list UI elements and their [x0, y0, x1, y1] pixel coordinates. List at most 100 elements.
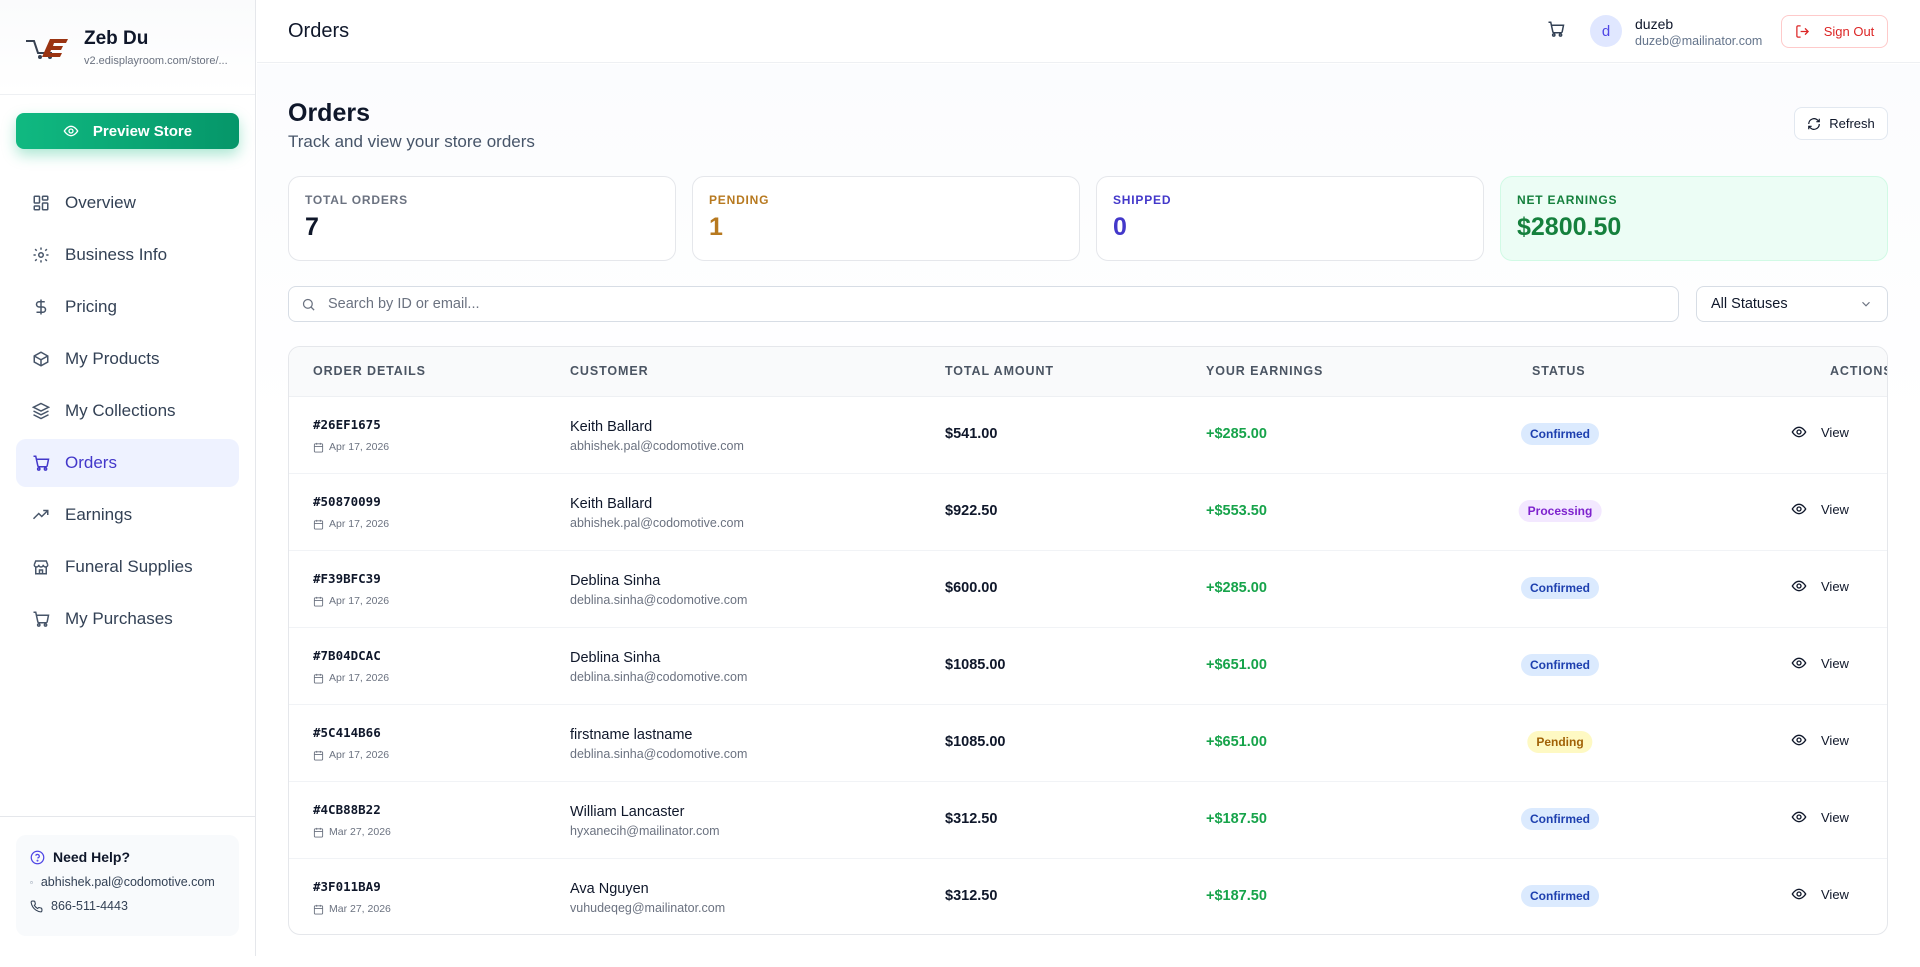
customer-email: abhishek.pal@codomotive.com: [570, 439, 744, 453]
table-header: ORDER DETAILS CUSTOMER TOTAL AMOUNT YOUR…: [289, 347, 1887, 397]
cart-icon: [1548, 21, 1565, 37]
sign-out-button[interactable]: Sign Out: [1781, 15, 1888, 48]
sign-out-label: Sign Out: [1823, 24, 1875, 39]
order-date-text: Apr 17, 2026: [329, 749, 390, 761]
sidebar-item-pricing[interactable]: Pricing: [16, 283, 239, 331]
stat-shipped: SHIPPED 0: [1096, 176, 1484, 261]
sidebar-item-earnings[interactable]: Earnings: [16, 491, 239, 539]
sidebar-nav: Overview Business Info Pricing My Produc…: [16, 179, 239, 647]
order-date: Apr 17, 2026: [313, 441, 389, 453]
stat-pending: PENDING 1: [692, 176, 1080, 261]
sidebar-item-my-purchases[interactable]: My Purchases: [16, 595, 239, 643]
customer-name: Ava Nguyen: [570, 881, 649, 897]
view-label: View: [1821, 424, 1849, 440]
total-amount: $541.00: [945, 426, 998, 442]
customer-name: Deblina Sinha: [570, 650, 661, 666]
brand-logo-icon: [26, 39, 68, 59]
help-phone-line[interactable]: 866-511-4443: [30, 899, 225, 913]
your-earnings: +$553.50: [1206, 503, 1267, 519]
chevron-down-icon: [1862, 301, 1870, 307]
table-row: #3F011BA9 Mar 27, 2026 Ava Nguyen vuhudeqeg…: [289, 859, 1887, 934]
avatar[interactable]: d: [1590, 15, 1622, 47]
order-id: #7B04DCAC: [313, 648, 381, 663]
order-date-text: Apr 17, 2026: [329, 441, 390, 453]
order-date: Mar 27, 2026: [313, 826, 391, 838]
layers-icon: [31, 401, 51, 421]
your-earnings: +$285.00: [1206, 426, 1267, 442]
eye-icon: [1791, 888, 1807, 900]
refresh-label: Refresh: [1829, 116, 1875, 131]
search-box: [288, 286, 1679, 322]
eye-icon: [1791, 426, 1807, 438]
help-title: Need Help?: [30, 849, 225, 865]
view-label: View: [1821, 655, 1849, 671]
your-earnings: +$651.00: [1206, 734, 1267, 750]
status-filter-select[interactable]: All Statuses: [1696, 286, 1888, 322]
view-order-button[interactable]: View: [1791, 809, 1849, 825]
order-id: #5C414B66: [313, 725, 381, 740]
customer-email: hyxanecih@mailinator.com: [570, 824, 720, 838]
sidebar-item-overview[interactable]: Overview: [16, 179, 239, 227]
sidebar-item-label: Overview: [65, 193, 136, 212]
stat-value: 7: [305, 213, 319, 241]
table-row: #7B04DCAC Apr 17, 2026 Deblina Sinha deblin…: [289, 628, 1887, 705]
main-content: Orders Track and view your store orders …: [257, 64, 1920, 967]
sidebar-item-label: My Purchases: [65, 609, 173, 628]
mail-icon: ▫: [30, 877, 33, 887]
customer-name: Keith Ballard: [570, 419, 653, 435]
total-amount: $1085.00: [945, 657, 1006, 673]
view-order-button[interactable]: View: [1791, 501, 1849, 517]
your-earnings: +$285.00: [1206, 580, 1267, 596]
sidebar-item-my-products[interactable]: My Products: [16, 335, 239, 383]
preview-store-button[interactable]: Preview Store: [16, 113, 239, 149]
refresh-button[interactable]: Refresh: [1794, 107, 1888, 140]
cart-button[interactable]: [1547, 20, 1569, 42]
eye-icon: [1791, 734, 1807, 746]
customer-name: firstname lastname: [570, 727, 693, 743]
user-name: duzeb: [1635, 16, 1674, 32]
calendar-icon: [313, 519, 324, 530]
view-order-button[interactable]: View: [1791, 578, 1849, 594]
order-date: Apr 17, 2026: [313, 595, 389, 607]
total-amount: $922.50: [945, 503, 998, 519]
sidebar-item-label: My Products: [65, 349, 160, 368]
status-badge: Pending: [1527, 731, 1593, 753]
view-label: View: [1821, 501, 1849, 517]
view-order-button[interactable]: View: [1791, 655, 1849, 671]
calendar-icon: [313, 750, 324, 761]
your-earnings: +$187.50: [1206, 888, 1267, 904]
help-circle-icon: [30, 850, 45, 864]
sidebar-item-orders[interactable]: Orders: [16, 439, 239, 487]
search-input[interactable]: [328, 296, 1628, 312]
view-order-button[interactable]: View: [1791, 424, 1849, 440]
sidebar-item-my-collections[interactable]: My Collections: [16, 387, 239, 435]
calendar-icon: [313, 442, 324, 453]
view-order-button[interactable]: View: [1791, 886, 1849, 902]
order-date: Mar 27, 2026: [313, 903, 391, 915]
topbar: Orders d duzeb duzeb@mailinator.com Sign…: [257, 0, 1920, 63]
sidebar-item-business-info[interactable]: Business Info: [16, 231, 239, 279]
help-title-text: Need Help?: [53, 849, 131, 865]
customer-name: William Lancaster: [570, 804, 685, 820]
phone-icon: [30, 900, 43, 912]
order-date-text: Apr 17, 2026: [329, 518, 390, 530]
sidebar-item-label: Orders: [65, 453, 117, 472]
status-badge: Confirmed: [1521, 885, 1599, 907]
order-id: #3F011BA9: [313, 879, 381, 894]
header-actions: ACTIONS: [1830, 364, 1888, 378]
calendar-icon: [313, 827, 324, 838]
orders-table: ORDER DETAILS CUSTOMER TOTAL AMOUNT YOUR…: [288, 346, 1888, 935]
header-order-details: ORDER DETAILS: [313, 364, 426, 378]
your-earnings: +$187.50: [1206, 811, 1267, 827]
order-date: Apr 17, 2026: [313, 749, 389, 761]
store-icon: [31, 557, 51, 577]
help-card: Need Help? ▫ abhishek.pal@codomotive.com…: [16, 835, 239, 936]
view-label: View: [1821, 886, 1849, 902]
preview-store-label: Preview Store: [92, 122, 193, 140]
total-amount: $312.50: [945, 888, 998, 904]
status-filter-value: All Statuses: [1711, 296, 1788, 312]
sidebar-item-funeral-supplies[interactable]: Funeral Supplies: [16, 543, 239, 591]
help-email-line[interactable]: ▫ abhishek.pal@codomotive.com: [30, 875, 225, 889]
view-order-button[interactable]: View: [1791, 732, 1849, 748]
search-icon: [302, 298, 315, 311]
